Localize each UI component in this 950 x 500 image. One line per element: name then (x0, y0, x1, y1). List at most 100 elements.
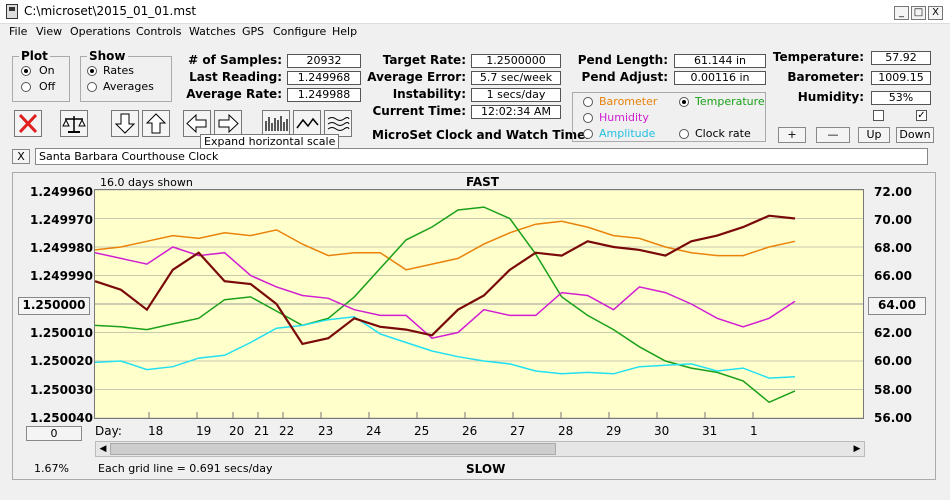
plot-area (94, 189, 864, 419)
scroll-left-button[interactable] (183, 110, 211, 137)
x-tick-label: 1 (750, 424, 758, 438)
minus-button[interactable]: — (816, 127, 850, 143)
plus-button[interactable]: + (778, 127, 806, 143)
compress-button[interactable] (324, 110, 352, 137)
menu-file[interactable]: File (9, 25, 28, 38)
close-button[interactable]: X (928, 6, 943, 20)
app-icon (6, 4, 18, 19)
x-tick-label: 30 (654, 424, 670, 438)
pend-adjust-value: 0.00116 in (674, 71, 766, 85)
humidity-value: 53% (871, 91, 931, 105)
menu-gps[interactable]: GPS (242, 25, 265, 38)
left-tick-label: 1.249960 (30, 185, 94, 199)
wave-line-icon (296, 117, 319, 129)
left-tick-label: 1.249980 (30, 241, 94, 255)
right-tick-label: 70.00 (874, 213, 912, 227)
x-tick-label: 22 (279, 424, 295, 438)
current-time-value: 12:02:34 AM (471, 105, 561, 119)
right-checkbox[interactable]: ✓ (916, 110, 927, 121)
x-tick-label: 27 (510, 424, 526, 438)
x-tick-label: 24 (366, 424, 382, 438)
scroll-right-arrow-icon[interactable]: ▶ (853, 444, 861, 454)
show-averages-label: Averages (103, 80, 154, 93)
minimize-button[interactable]: _ (894, 6, 909, 20)
line-view-button[interactable] (293, 110, 321, 137)
expand-horizontal-button[interactable] (262, 110, 290, 137)
humidity-radio[interactable] (583, 113, 593, 123)
series-clock-rate (94, 214, 796, 346)
arrow-left-icon (186, 113, 207, 134)
menu-configure[interactable]: Configure (273, 25, 327, 38)
clock-name-input[interactable]: Santa Barbara Courthouse Clock (35, 148, 928, 165)
menu-help[interactable]: Help (332, 25, 358, 38)
average-error-value: 5.7 sec/week (471, 71, 561, 85)
right-center-button[interactable]: 64.00 (868, 297, 926, 315)
x-axis-title: Day: (95, 424, 122, 438)
amplitude-radio[interactable] (583, 129, 593, 139)
temperature-label: Temperature: (772, 50, 864, 64)
average-rate-value: 1.249988 (287, 88, 361, 102)
plot-off-radio[interactable] (21, 82, 31, 92)
app-caption: MicroSet Clock and Watch Timer (372, 128, 592, 142)
menu-controls[interactable]: Controls (136, 25, 182, 38)
calibrate-button[interactable] (60, 110, 88, 137)
scroll-left-arrow-icon[interactable]: ◀ (99, 444, 107, 454)
horizontal-scrollbar[interactable]: ◀ ▶ (95, 441, 865, 457)
left-tick-label: 1.250040 (30, 411, 94, 425)
scrollbar-thumb[interactable] (110, 443, 556, 455)
right-tick-label: 56.00 (874, 411, 912, 425)
zero-button[interactable]: 0 (26, 426, 82, 441)
plot-group-title: Plot (19, 49, 50, 63)
menu-operations[interactable]: Operations (70, 25, 131, 38)
grid-note-label: Each grid line = 0.691 secs/day (98, 462, 273, 475)
right-tick-label: 72.00 (874, 185, 912, 199)
instability-label: Instability: (392, 87, 466, 101)
window-title: C:\microset\2015_01_01.mst (24, 4, 197, 18)
instability-value: 1 secs/day (471, 88, 561, 102)
clock-rate-radio[interactable] (679, 129, 689, 139)
left-tick-label: 1.250030 (30, 383, 94, 397)
target-rate-value: 1.2500000 (471, 54, 561, 68)
barometer-radio[interactable] (583, 97, 593, 107)
left-checkbox[interactable] (873, 110, 884, 121)
barometer-label: Barometer: (787, 70, 864, 84)
scroll-down-button[interactable] (111, 110, 139, 137)
x-tick-label: 28 (558, 424, 574, 438)
left-tick-label: 1.249990 (30, 269, 94, 283)
pend-length-label: Pend Length: (577, 53, 668, 67)
maximize-button[interactable]: □ (911, 6, 926, 20)
show-rates-radio[interactable] (87, 66, 97, 76)
left-center-button[interactable]: 1.250000 (18, 297, 90, 315)
title-bar: C:\microset\2015_01_01.mst _ □ X (0, 0, 950, 24)
bar-graph-icon (265, 116, 288, 131)
plot-svg (94, 189, 863, 419)
pend-adjust-label: Pend Adjust: (581, 70, 668, 84)
red-x-icon (18, 113, 38, 134)
clear-button[interactable] (14, 110, 42, 137)
series-amplitude (94, 316, 796, 379)
barometer-option-label: Barometer (599, 95, 658, 108)
slow-label: SLOW (466, 462, 506, 476)
show-rates-label: Rates (103, 64, 134, 77)
down-button[interactable]: Down (896, 127, 934, 143)
scroll-up-button[interactable] (142, 110, 170, 137)
menu-view[interactable]: View (36, 25, 63, 38)
right-tick-label: 62.00 (874, 326, 912, 340)
clock-rate-option-label: Clock rate (695, 127, 751, 140)
right-tick-label: 68.00 (874, 241, 912, 255)
plot-on-radio[interactable] (21, 66, 31, 76)
last-reading-label: Last Reading: (189, 70, 282, 84)
show-averages-radio[interactable] (87, 82, 97, 92)
scale-balance-icon (62, 116, 86, 133)
x-tick-label: 18 (148, 424, 164, 438)
scroll-right-button[interactable] (214, 110, 242, 137)
pend-length-value: 61.144 in (674, 54, 766, 68)
clear-name-button[interactable]: X (12, 149, 30, 164)
right-tick-label: 66.00 (874, 269, 912, 283)
menu-watches[interactable]: Watches (189, 25, 236, 38)
temperature-radio[interactable] (679, 97, 689, 107)
up-button[interactable]: Up (858, 127, 890, 143)
x-tick-label: 26 (462, 424, 478, 438)
arrow-up-icon (145, 113, 167, 134)
days-shown-label: 16.0 days shown (100, 176, 193, 189)
